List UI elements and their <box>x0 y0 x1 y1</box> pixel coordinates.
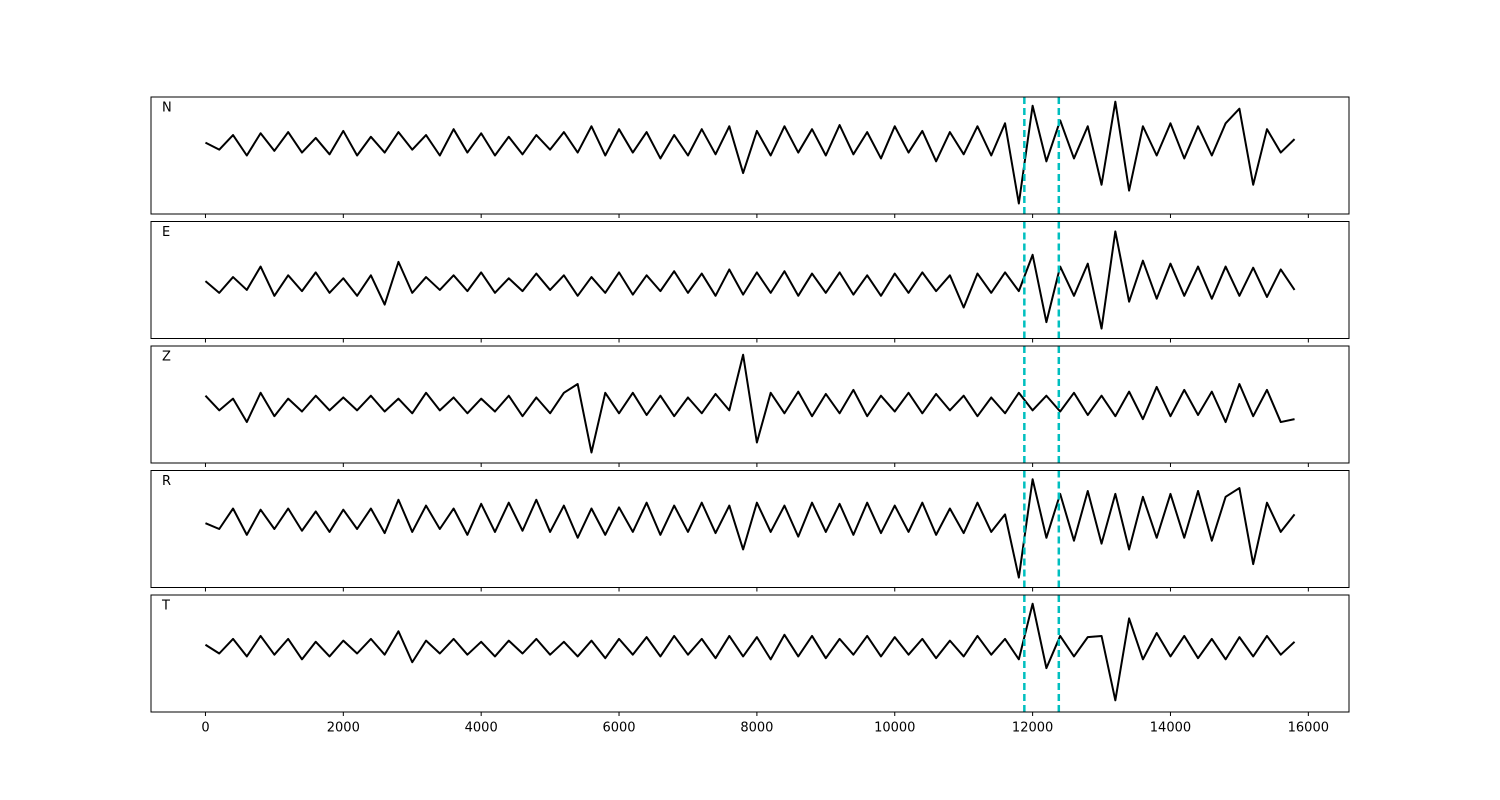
panel-frame <box>150 96 1350 215</box>
panel-label: N <box>162 101 172 116</box>
x-tick-label: 0 <box>201 721 209 736</box>
trace-line <box>204 230 1296 330</box>
panel-label: E <box>162 225 170 240</box>
panel-label: R <box>162 474 171 489</box>
x-tick-label: 10000 <box>874 721 915 736</box>
x-tick-label: 14000 <box>1150 721 1191 736</box>
panel-frame <box>150 470 1350 588</box>
x-tick-label: 8000 <box>740 721 773 736</box>
trace-line <box>204 100 1296 205</box>
x-tick-label: 2000 <box>327 721 360 736</box>
panel-frame <box>150 221 1350 339</box>
x-tick-label: 12000 <box>1012 721 1053 736</box>
x-tick-label: 6000 <box>602 721 635 736</box>
trace-line <box>205 478 1296 579</box>
x-tick-label: 4000 <box>465 721 498 736</box>
trace-line <box>204 353 1295 454</box>
panel-label: Z <box>162 350 171 365</box>
x-tick-label: 16000 <box>1288 721 1329 736</box>
panel-label: T <box>161 599 170 614</box>
trace-line <box>204 602 1296 702</box>
panel-frame <box>150 345 1350 464</box>
panel-frame <box>150 594 1350 713</box>
